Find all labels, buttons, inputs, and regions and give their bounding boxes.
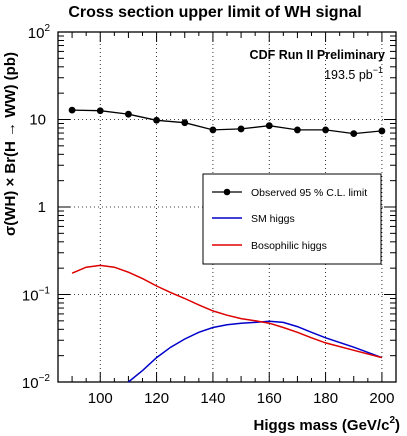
y-tick-label: 10 xyxy=(29,112,46,129)
data-point-observed-95-c-l-limit xyxy=(350,130,358,138)
y-tick-base: 10 xyxy=(29,112,46,129)
data-point-observed-95-c-l-limit xyxy=(378,127,386,135)
x-tick-label: 180 xyxy=(313,390,338,407)
y-tick-label: 10−2 xyxy=(22,373,51,392)
data-point-observed-95-c-l-limit xyxy=(209,126,217,134)
data-point-observed-95-c-l-limit xyxy=(322,126,329,134)
series-line-bosophilic-higgs xyxy=(71,264,383,359)
y-tick-base: 10 xyxy=(28,25,45,42)
x-tick-label: 120 xyxy=(144,390,169,407)
series-line-observed-95-c-l-limit xyxy=(72,109,382,135)
y-tick-exponent: −2 xyxy=(39,373,51,384)
data-point-observed-95-c-l-limit xyxy=(96,107,104,115)
series-line-sm-higgs xyxy=(127,320,383,383)
legend-box xyxy=(202,173,382,265)
y-tick-exponent: 2 xyxy=(44,23,50,34)
x-tick-label: 160 xyxy=(257,390,282,407)
y-tick-label: 1 xyxy=(38,199,46,216)
x-tick-label: 100 xyxy=(88,390,113,407)
x-axis-label: Higgs mass (GeV/c2) xyxy=(254,415,400,434)
legend-label-bosophilic: Bosophilic higgs xyxy=(251,240,327,252)
y-tick-base: 10 xyxy=(22,288,39,305)
x-tick-label: 200 xyxy=(369,390,394,407)
data-series xyxy=(68,106,386,383)
x-tick-label: 140 xyxy=(200,390,225,407)
legend: Observed 95 % C.L. limit SM higgs Bosoph… xyxy=(202,173,382,265)
y-tick-label: 10−1 xyxy=(22,286,51,305)
data-point-observed-95-c-l-limit xyxy=(68,106,76,114)
annotation-luminosity: 193.5 pb xyxy=(324,68,373,82)
data-point-observed-95-c-l-limit xyxy=(181,119,189,127)
data-point-observed-95-c-l-limit xyxy=(294,126,301,134)
legend-label-sm-higgs: SM higgs xyxy=(251,213,295,225)
data-point-observed-95-c-l-limit xyxy=(125,110,132,118)
x-axis-label-exp: 2 xyxy=(389,415,395,426)
data-point-observed-95-c-l-limit xyxy=(237,125,245,133)
annotation-luminosity-exp: −1 xyxy=(373,65,383,75)
chart-title: Cross section upper limit of WH signal xyxy=(68,4,361,21)
legend-label-observed: Observed 95 % C.L. limit xyxy=(251,187,367,199)
data-point-observed-95-c-l-limit xyxy=(153,116,160,124)
y-axis-label: σ(WH) × Br(H → WW) (pb) xyxy=(2,52,19,236)
annotation-line2: 193.5 pb−1 xyxy=(324,65,383,82)
y-tick-base: 1 xyxy=(38,199,46,216)
x-axis-label-close: ) xyxy=(395,417,400,434)
y-tick-base: 10 xyxy=(22,375,39,392)
cdf-annotation: CDF Run II Preliminary 193.5 pb−1 xyxy=(250,48,385,82)
y-tick-exponent: −1 xyxy=(39,286,51,297)
data-point-observed-95-c-l-limit xyxy=(265,122,273,130)
x-axis-label-main: Higgs mass (GeV/c xyxy=(254,417,390,434)
legend-marker-observed xyxy=(223,188,231,196)
y-tick-label: 102 xyxy=(28,23,51,42)
annotation-line1: CDF Run II Preliminary xyxy=(250,48,385,62)
